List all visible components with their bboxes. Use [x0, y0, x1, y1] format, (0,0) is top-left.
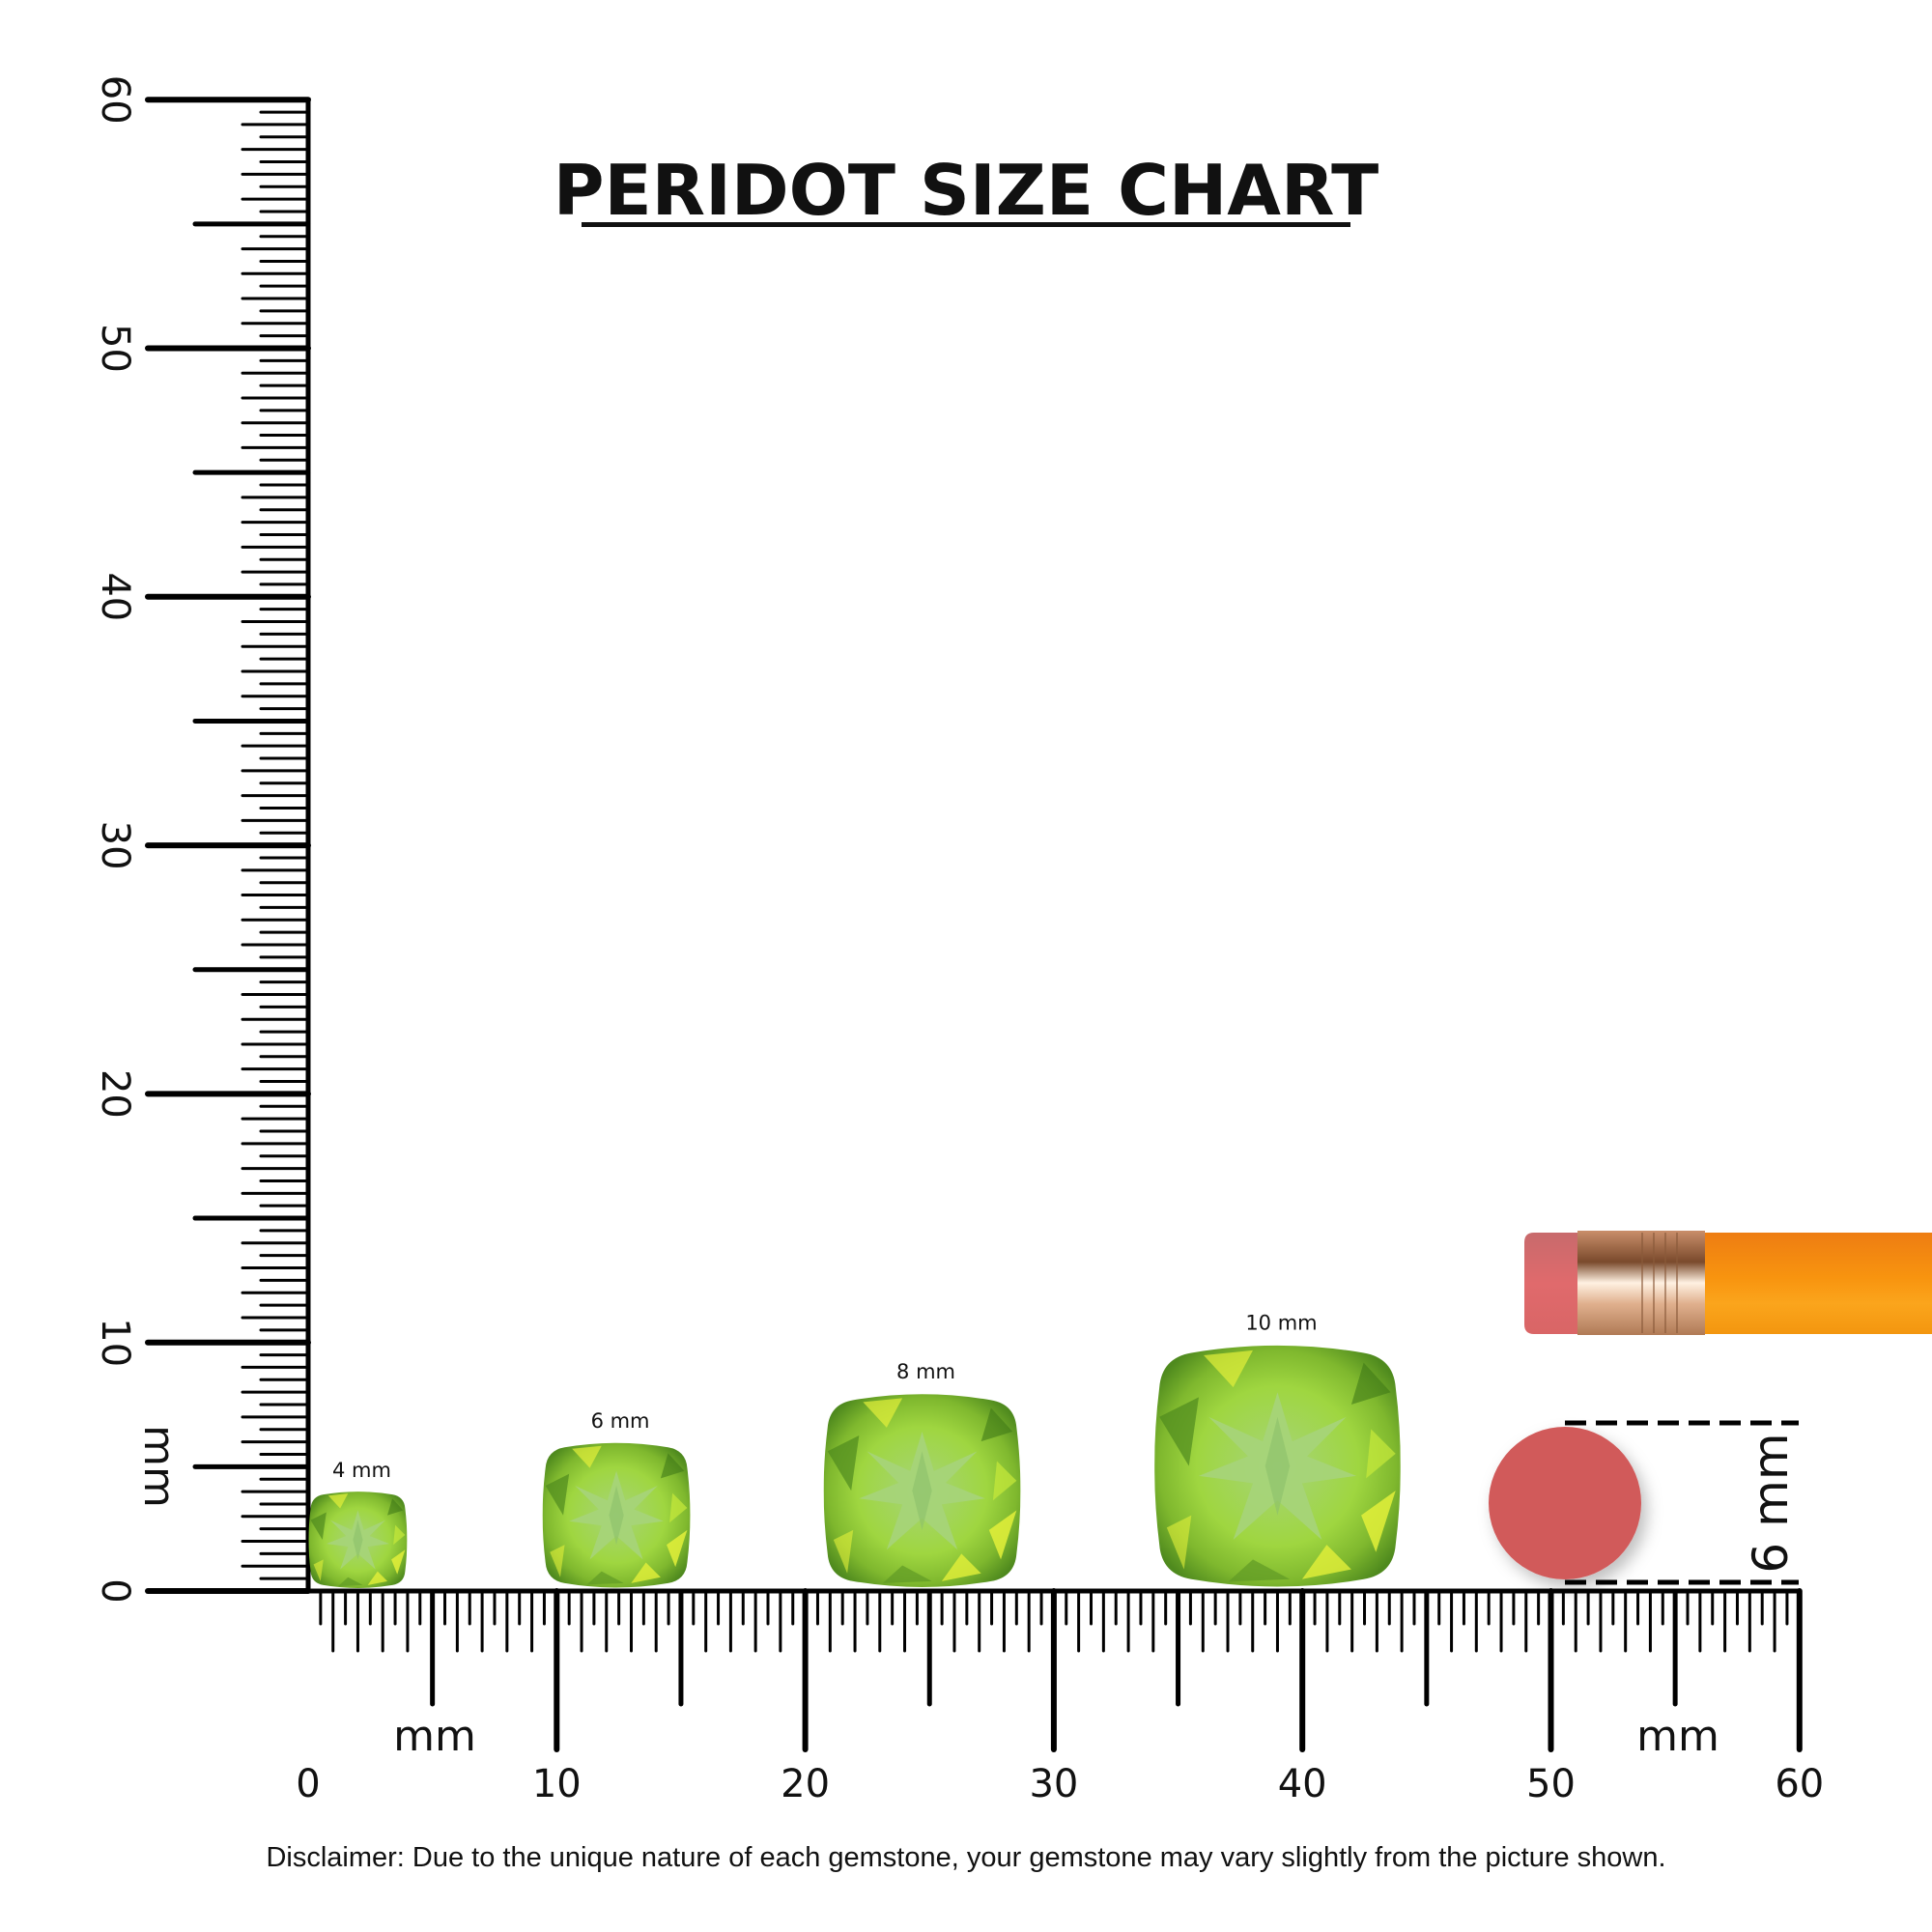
- horizontal-tick-label: 40: [1278, 1762, 1327, 1806]
- horizontal-ruler: 0 10 20 30 40 50 60: [296, 1588, 1824, 1806]
- vertical-tick-label: 40: [93, 572, 137, 621]
- pencil-body: [1700, 1233, 1932, 1334]
- horizontal-tick-label: 50: [1526, 1762, 1576, 1806]
- gem-6mm: 6 mm: [542, 1409, 691, 1588]
- gem-size-label: 8 mm: [896, 1360, 955, 1383]
- pencil: [1524, 1231, 1932, 1335]
- gem-size-label: 4 mm: [332, 1459, 391, 1482]
- vertical-tick-label: 20: [93, 1069, 137, 1119]
- horizontal-tick-label: 20: [781, 1762, 830, 1806]
- reference-eraser: 6 mm: [1489, 1420, 1799, 1585]
- disclaimer: Disclaimer: Due to the unique nature of …: [266, 1842, 1665, 1873]
- horizontal-tick-label: 60: [1775, 1762, 1824, 1806]
- peridot-gem-image: [823, 1394, 1021, 1587]
- horizontal-ruler-unit-label-left: mm: [393, 1712, 476, 1761]
- title-underline: [582, 222, 1350, 227]
- horizontal-tick-label: 30: [1029, 1762, 1078, 1806]
- vertical-tick-label: 0: [93, 1578, 137, 1603]
- horizontal-ruler-unit-label-right: mm: [1636, 1712, 1719, 1761]
- gem-row: 4 mm 6 mm 8 mm 10 mm: [308, 1311, 1401, 1588]
- gem-4mm: 4 mm: [308, 1459, 408, 1588]
- pencil-eraser: [1524, 1233, 1577, 1334]
- vertical-tick-label: 10: [93, 1318, 137, 1367]
- vertical-tick-label: 50: [93, 324, 137, 373]
- peridot-gem-image: [542, 1442, 691, 1588]
- eraser-dot: [1489, 1427, 1641, 1579]
- gem-size-label: 10 mm: [1245, 1311, 1317, 1334]
- reference-size-label: 6 mm: [1743, 1433, 1799, 1573]
- peridot-gem-image: [308, 1492, 408, 1588]
- gem-size-label: 6 mm: [591, 1409, 650, 1433]
- gem-8mm: 8 mm: [823, 1360, 1021, 1587]
- vertical-tick-label: 30: [93, 821, 137, 870]
- peridot-gem-image: [1154, 1345, 1401, 1587]
- page-title: PERIDOT SIZE CHART: [554, 150, 1379, 231]
- vertical-tick-label: 60: [93, 75, 137, 125]
- horizontal-tick-label: 0: [296, 1762, 320, 1806]
- gem-10mm: 10 mm: [1154, 1311, 1401, 1587]
- vertical-ruler-unit-label: mm: [134, 1425, 184, 1508]
- vertical-ruler: 0 10 20 30 40 50 60: [93, 75, 311, 1604]
- horizontal-tick-label: 10: [532, 1762, 582, 1806]
